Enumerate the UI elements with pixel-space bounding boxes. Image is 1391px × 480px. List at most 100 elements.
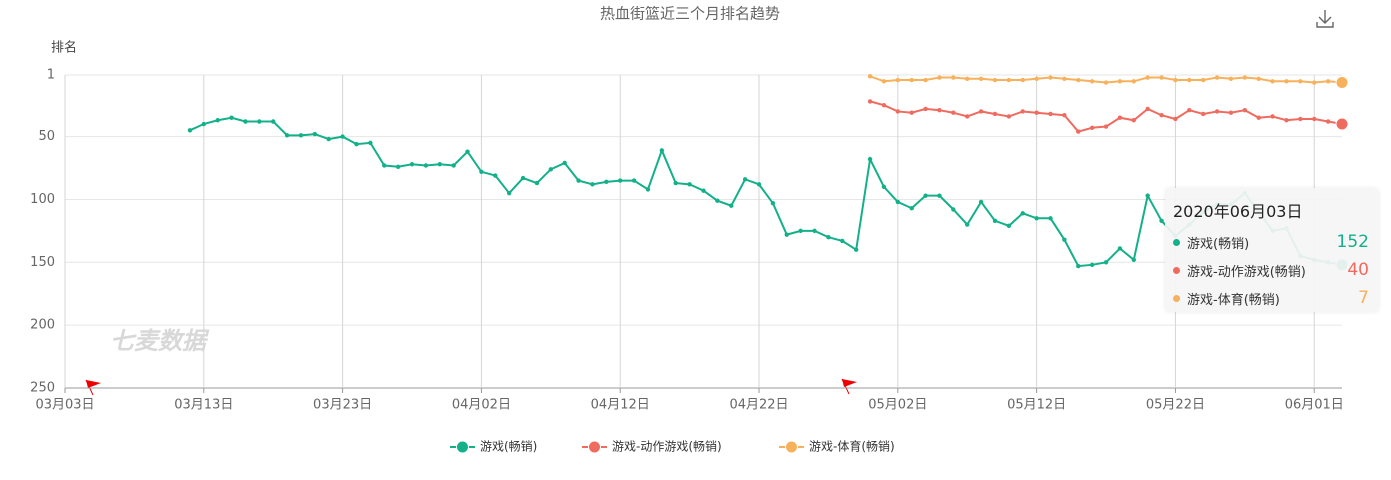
data-point	[1325, 79, 1331, 84]
data-point	[687, 182, 692, 187]
data-point	[978, 109, 984, 114]
tooltip-value: 7	[1358, 288, 1369, 308]
x-tick-label: 04月12日	[591, 398, 650, 413]
tooltip-row: 游戏-体育(畅销) 7	[1165, 284, 1379, 312]
tooltip-title: 2020年06月03日	[1173, 202, 1303, 221]
data-point	[1312, 80, 1317, 85]
legend-label: 游戏-体育(畅销)	[809, 439, 895, 454]
data-point	[1006, 223, 1012, 229]
y-tick-label: 150	[30, 255, 55, 270]
data-point	[368, 140, 373, 146]
data-point	[1312, 116, 1317, 122]
data-point	[1187, 107, 1192, 113]
data-point	[451, 163, 456, 168]
data-point	[1270, 114, 1275, 119]
data-point	[1187, 77, 1192, 83]
data-point	[895, 77, 901, 83]
x-tick-label: 05月22日	[1146, 398, 1205, 413]
data-point	[895, 199, 901, 205]
data-point	[1159, 75, 1164, 80]
data-point	[1242, 75, 1248, 80]
data-point	[437, 162, 442, 167]
x-tick-label: 05月02日	[868, 398, 927, 413]
download-icon[interactable]	[1316, 10, 1334, 28]
data-point	[978, 76, 984, 81]
data-point	[1335, 117, 1349, 131]
data-point	[1145, 193, 1150, 198]
data-point	[618, 178, 623, 183]
data-point	[187, 128, 193, 133]
data-point	[354, 141, 359, 147]
data-point	[1131, 118, 1136, 123]
data-point	[673, 180, 678, 186]
data-point	[243, 119, 248, 124]
tooltip-row: 游戏-动作游戏(畅销) 40	[1165, 256, 1379, 284]
data-point	[645, 187, 651, 192]
data-point	[1145, 106, 1150, 112]
tooltip-series: 游戏-体育(畅销)	[1187, 292, 1280, 308]
data-point	[520, 175, 526, 181]
data-point	[1228, 76, 1234, 81]
data-point	[1200, 77, 1206, 83]
data-point	[826, 234, 831, 240]
data-point	[715, 198, 720, 203]
data-point	[909, 206, 914, 211]
legend-label: 游戏(畅销)	[480, 440, 537, 454]
data-point	[923, 77, 928, 83]
data-point	[1159, 113, 1164, 118]
download-glyph[interactable]	[1316, 10, 1334, 28]
data-point	[548, 167, 554, 172]
data-point	[1214, 75, 1220, 80]
data-point	[201, 121, 207, 127]
data-point	[1173, 77, 1178, 83]
data-point	[1284, 118, 1289, 123]
x-tick-label: 03月23日	[313, 398, 372, 413]
data-point	[534, 180, 540, 186]
data-point	[1089, 79, 1095, 84]
data-point	[562, 160, 567, 166]
data-point	[631, 178, 637, 183]
data-point	[1256, 76, 1261, 81]
tooltip: 2020年06月03日 游戏(畅销) 152 游戏-动作游戏(畅销) 40 游戏-体育(…	[1165, 188, 1379, 312]
tooltip-row: 游戏(畅销) 152	[1165, 228, 1379, 256]
data-point	[409, 162, 415, 167]
data-point	[992, 77, 998, 83]
data-point	[1076, 77, 1081, 83]
data-point	[978, 199, 984, 205]
tooltip-value: 152	[1336, 232, 1369, 252]
data-point	[1076, 129, 1081, 134]
watermark: 七麦数据	[110, 327, 210, 355]
data-point	[812, 228, 817, 234]
data-point	[1159, 218, 1164, 224]
data-point	[493, 173, 498, 178]
data-point	[1131, 79, 1136, 84]
flag-shape	[86, 380, 101, 388]
legend-label: 游戏-动作游戏(畅销)	[612, 440, 722, 454]
data-point	[1298, 79, 1303, 84]
data-point	[1020, 109, 1025, 114]
data-point	[395, 164, 401, 169]
data-point	[1089, 262, 1095, 268]
data-point	[701, 188, 706, 193]
data-point	[1034, 216, 1039, 221]
tooltip-series: 游戏(畅销)	[1187, 236, 1250, 252]
data-point	[1228, 110, 1234, 115]
tooltip-dot	[1173, 266, 1180, 274]
data-point	[784, 232, 789, 237]
chart-title: 热血街篮近三个月排名趋势	[600, 5, 780, 23]
data-point	[576, 178, 581, 183]
tooltip-dot	[1173, 294, 1180, 302]
data-point	[923, 193, 928, 198]
data-point	[881, 79, 887, 84]
y-tick-label: 50	[38, 129, 55, 144]
data-point	[923, 106, 928, 112]
data-point	[1076, 263, 1081, 269]
data-point	[1214, 109, 1220, 114]
legend-dot	[588, 440, 601, 454]
data-point	[1006, 114, 1012, 119]
data-point	[1103, 80, 1109, 85]
legend-item: 游戏(畅销)	[450, 440, 537, 454]
data-point	[1062, 76, 1067, 81]
x-tick-label: 06月01日	[1285, 398, 1344, 413]
data-point	[1256, 115, 1261, 120]
